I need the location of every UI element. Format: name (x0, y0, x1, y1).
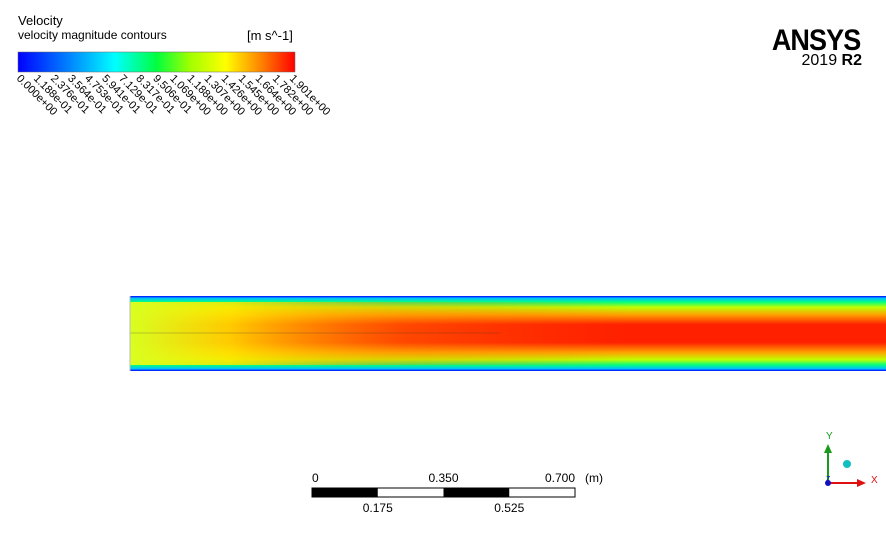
scale-label: 0.700 (545, 471, 575, 485)
colorbar (17, 51, 296, 73)
brand-version: 2019 R2 (802, 52, 863, 70)
brand-release: R2 (841, 52, 862, 69)
scale-label: 0.525 (494, 501, 524, 515)
z-label: Z (826, 476, 831, 483)
orientation-ball (843, 460, 851, 468)
scale-bar (311, 487, 576, 498)
scale-unit: (m) (585, 471, 603, 485)
y-label: Y (826, 431, 833, 442)
scale-label: 0 (312, 471, 319, 485)
scale-label: 0.175 (363, 501, 393, 515)
z-axis-dot (825, 480, 831, 486)
y-arrowhead (824, 444, 832, 453)
brand-name: ANSYS (771, 24, 860, 57)
legend-subtitle: velocity magnitude contours (18, 28, 167, 42)
x-arrowhead (857, 479, 866, 487)
scale-label: 0.350 (428, 471, 458, 485)
legend-units: [m s^-1] (247, 28, 293, 43)
axis-triad: Y X Z (824, 431, 878, 487)
legend-title: Velocity (18, 13, 63, 28)
brand-year: 2019 (801, 52, 838, 69)
inlet-region (130, 302, 630, 365)
x-label: X (871, 475, 878, 486)
scale-segment (312, 488, 378, 497)
scale-segment (443, 488, 510, 497)
